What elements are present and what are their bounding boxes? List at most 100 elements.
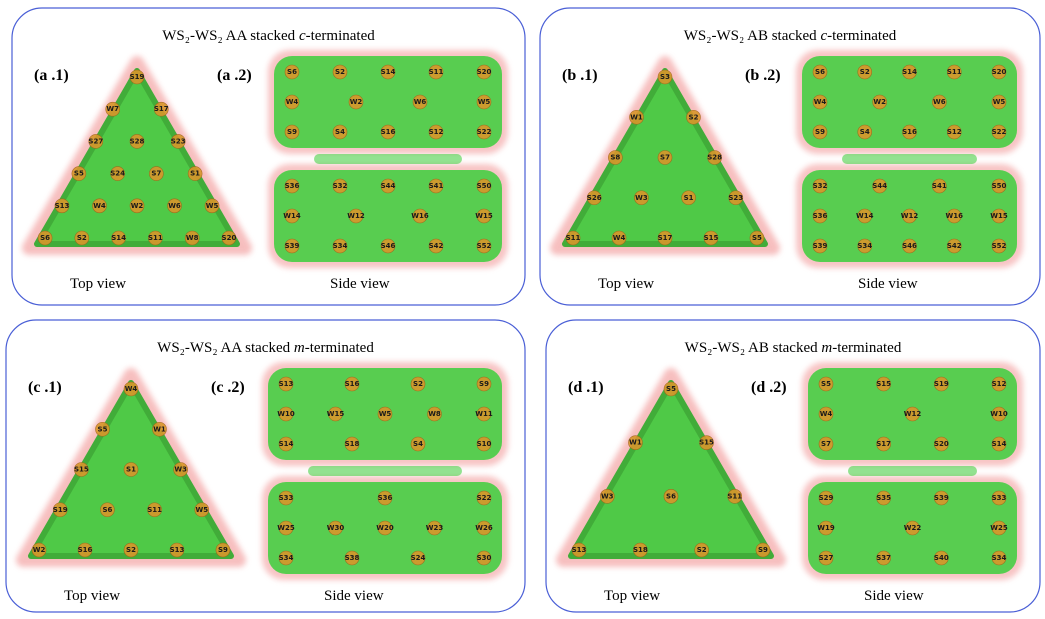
atom-label: W16 bbox=[946, 212, 964, 220]
caption: Top view bbox=[604, 588, 660, 604]
atom-label: S12 bbox=[429, 128, 444, 136]
atom-label: S16 bbox=[345, 380, 360, 388]
atom-label: W30 bbox=[327, 524, 345, 532]
caption: Side view bbox=[324, 588, 384, 604]
atom-label: S44 bbox=[872, 182, 887, 190]
title-term: m bbox=[294, 340, 305, 356]
atom-label: W4 bbox=[125, 385, 138, 393]
atom-label: S13 bbox=[279, 380, 294, 388]
title-suffix: -terminated bbox=[306, 28, 376, 44]
atom-label: S2 bbox=[335, 68, 345, 76]
atom-label: S5 bbox=[74, 170, 84, 178]
caption: Side view bbox=[858, 276, 918, 292]
atom-label: S28 bbox=[707, 154, 722, 162]
atom-label: W5 bbox=[993, 98, 1006, 106]
atom-label: S50 bbox=[477, 182, 492, 190]
atom-label: S6 bbox=[666, 492, 676, 500]
atom-label: S11 bbox=[147, 506, 162, 514]
atom-label: W8 bbox=[186, 234, 199, 242]
atom-label: S37 bbox=[876, 554, 891, 562]
atom-label: S38 bbox=[345, 554, 360, 562]
subfigure-label: (d .2) bbox=[751, 379, 787, 396]
panel: WS₂-WS₂ AB stacked c-terminated(b .1)(b … bbox=[540, 8, 1040, 305]
atom-label: W7 bbox=[106, 105, 119, 113]
atom-label: S9 bbox=[815, 128, 825, 136]
atom-label: S24 bbox=[411, 554, 426, 562]
atom-label: S42 bbox=[947, 242, 962, 250]
atom-label: S4 bbox=[413, 440, 423, 448]
atom-label: S6 bbox=[102, 506, 112, 514]
atom-label: S50 bbox=[992, 182, 1007, 190]
atom-label: W4 bbox=[613, 234, 626, 242]
atom-label: W6 bbox=[933, 98, 946, 106]
atom-label: W1 bbox=[630, 113, 643, 121]
atom-label: W22 bbox=[904, 524, 922, 532]
atom-label: S36 bbox=[813, 212, 828, 220]
atom-label: S20 bbox=[934, 440, 949, 448]
atom-label: S2 bbox=[860, 68, 870, 76]
atom-label: S33 bbox=[279, 494, 294, 502]
atom-label: S8 bbox=[610, 154, 620, 162]
subfigure-label: (d .1) bbox=[568, 379, 604, 396]
title-suffix: -terminated bbox=[827, 28, 897, 44]
atom-label: S23 bbox=[728, 194, 743, 202]
panel: WS₂-WS₂ AB stacked m-terminated (d .1) (d … bbox=[546, 320, 1040, 612]
atom-label: S1 bbox=[190, 170, 200, 178]
atom-label: S24 bbox=[110, 170, 125, 178]
atom-label: W5 bbox=[196, 506, 209, 514]
atom-label: S17 bbox=[658, 234, 673, 242]
title-prefix: WS₂-WS₂ AB stacked bbox=[684, 28, 821, 44]
atom-label: S6 bbox=[815, 68, 825, 76]
panel-title: WS₂-WS₂ AB stacked m-terminated bbox=[685, 340, 902, 356]
atom-label: S41 bbox=[429, 182, 444, 190]
atom-label: S2 bbox=[77, 234, 87, 242]
atom-label: S10 bbox=[477, 440, 492, 448]
subfigure-label: (c .2) bbox=[211, 379, 245, 396]
subfigure-label: (c .1) bbox=[28, 379, 62, 396]
atom-label: W23 bbox=[426, 524, 444, 532]
panel-title: WS₂-WS₂ AA stacked c-terminated bbox=[162, 28, 375, 44]
atom-label: W15 bbox=[327, 410, 345, 418]
subfigure-label: (a .2) bbox=[217, 67, 252, 84]
atom-label: S13 bbox=[55, 202, 70, 210]
interlayer-cloud bbox=[848, 466, 977, 476]
atom-label: W2 bbox=[873, 98, 886, 106]
atom-label: S20 bbox=[477, 68, 492, 76]
atom-label: S9 bbox=[218, 546, 228, 554]
atom-label: S11 bbox=[947, 68, 962, 76]
atom-label: S14 bbox=[992, 440, 1007, 448]
density-cloud bbox=[37, 71, 237, 244]
atom-label: W25 bbox=[990, 524, 1008, 532]
atom-label: S19 bbox=[53, 506, 68, 514]
figure: WS₂-WS₂ AA stacked c-terminated (a .1) (a … bbox=[0, 0, 1045, 619]
atom-label: S14 bbox=[381, 68, 396, 76]
atom-label: S14 bbox=[902, 68, 917, 76]
atom-label: S19 bbox=[130, 73, 145, 81]
atom-label: W4 bbox=[93, 202, 106, 210]
atom-label: S36 bbox=[285, 182, 300, 190]
atom-label: S11 bbox=[566, 234, 581, 242]
atom-label: S5 bbox=[666, 385, 676, 393]
atom-label: S14 bbox=[279, 440, 294, 448]
interlayer-cloud bbox=[308, 466, 462, 476]
atom-label: S22 bbox=[477, 128, 492, 136]
atom-label: S7 bbox=[660, 154, 670, 162]
atom-label: W15 bbox=[990, 212, 1008, 220]
panel-title: WS₂-WS₂ AB stacked c-terminated bbox=[684, 28, 897, 44]
atom-label: W6 bbox=[168, 202, 181, 210]
atom-label: S23 bbox=[171, 137, 186, 145]
atom-label: S12 bbox=[992, 380, 1007, 388]
atom-label: S9 bbox=[479, 380, 489, 388]
atom-label: S12 bbox=[947, 128, 962, 136]
atom-label: S20 bbox=[992, 68, 1007, 76]
panel: WS₂-WS₂ AA stacked m-terminated(c .1)(c … bbox=[6, 320, 525, 612]
panel: WS₂-WS₂ AA stacked c-terminated (a .1) (a … bbox=[12, 8, 525, 305]
atom-label: W10 bbox=[277, 410, 295, 418]
atom-label: W14 bbox=[283, 212, 301, 220]
subfigure-label: (b .1) bbox=[562, 67, 598, 84]
subfigure-label: (a .1) bbox=[34, 67, 69, 84]
atom-label: S5 bbox=[821, 380, 831, 388]
atom-label: S26 bbox=[587, 194, 602, 202]
atom-label: S2 bbox=[126, 546, 136, 554]
atom-label: W2 bbox=[131, 202, 144, 210]
